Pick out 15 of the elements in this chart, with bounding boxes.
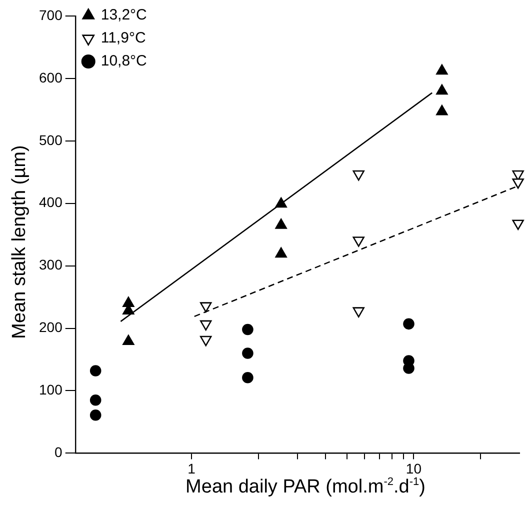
legend-label: 10,8°C [100, 52, 148, 70]
y-tick-label: 300 [39, 256, 63, 273]
y-tick-label: 500 [39, 132, 63, 148]
x-tick-label: 1 [188, 460, 196, 476]
y-tick-label: 600 [39, 69, 63, 86]
y-tick-label: 400 [39, 194, 63, 210]
y-tick-label: 700 [39, 6, 63, 23]
y-tick-label: 100 [39, 382, 63, 398]
y-tick-label: 200 [39, 319, 63, 336]
legend-label: 13,2°C [100, 6, 148, 24]
x-tick-label: 10 [406, 460, 422, 476]
legend-label: 11,9°C [100, 30, 146, 47]
y-tick-label: 0 [54, 444, 63, 460]
y-axis-title: Mean stalk length (µm) [9, 145, 31, 339]
x-axis-title: Mean daily PAR (mol.m$^{-2}$.d$^{-1}$) [184, 476, 426, 498]
